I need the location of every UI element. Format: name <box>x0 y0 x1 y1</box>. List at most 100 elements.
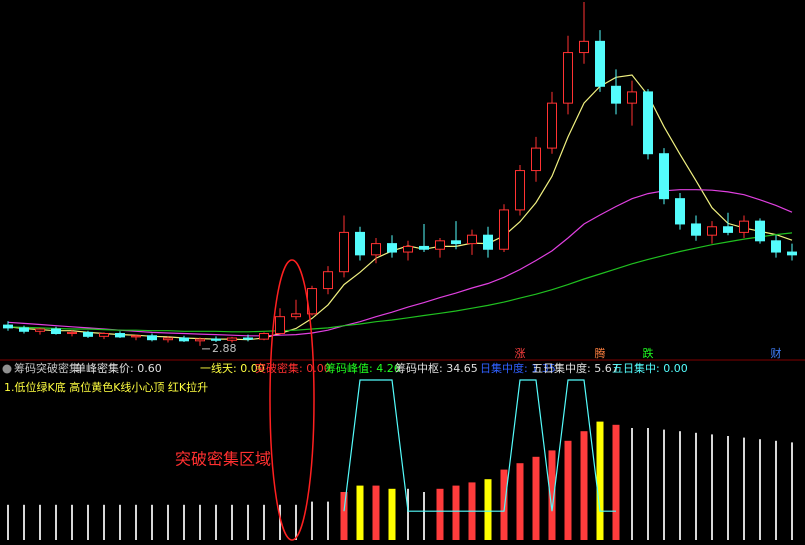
candle-body <box>83 331 93 337</box>
bar <box>295 504 297 540</box>
highlight-ellipse <box>269 259 315 541</box>
bar <box>356 485 364 540</box>
candle-body <box>435 240 445 250</box>
candle-body <box>483 234 493 250</box>
bar <box>372 485 380 540</box>
bar <box>247 504 249 540</box>
bar <box>279 504 281 540</box>
candle-body <box>179 337 189 342</box>
indicator-value: 筹码中枢: 34.65 <box>395 361 478 375</box>
candle-body <box>147 335 157 341</box>
bar <box>695 432 697 540</box>
signal-line <box>343 379 616 512</box>
candle-body <box>467 234 477 245</box>
bar <box>548 450 556 540</box>
candle-body <box>787 251 797 256</box>
bar <box>119 504 121 540</box>
bar <box>452 485 460 540</box>
bar <box>711 434 713 540</box>
candle-body <box>723 226 733 233</box>
candle-body <box>67 331 77 335</box>
candle-body <box>547 102 557 149</box>
bar <box>231 504 233 540</box>
bar <box>516 463 524 540</box>
signal-label: 跌 <box>643 346 654 360</box>
candle-body <box>451 240 461 245</box>
bar <box>727 436 729 540</box>
bar <box>183 504 185 540</box>
candle-body <box>499 209 509 250</box>
bar <box>612 424 620 540</box>
bar <box>7 504 9 540</box>
candle-body <box>35 328 45 332</box>
indicator-value: 一线天: 0.00 <box>200 361 265 375</box>
bar <box>407 488 409 540</box>
ma-line <box>7 189 793 337</box>
indicator-value: 突破密集: 0.00 <box>255 361 331 375</box>
candle-body <box>195 338 205 342</box>
bar <box>263 504 265 540</box>
annotation: 突破密集区域 <box>175 450 271 469</box>
candle-body <box>3 324 13 329</box>
candle-body <box>227 337 237 341</box>
candle-body <box>515 170 525 211</box>
candle-body <box>563 52 573 104</box>
candle-body <box>275 316 285 335</box>
bar <box>791 442 793 540</box>
bar <box>340 492 348 540</box>
signal-label: 腾 <box>595 346 606 360</box>
candle-body <box>739 220 749 233</box>
candle-body <box>611 85 621 104</box>
candle-body <box>403 245 413 253</box>
bar <box>135 504 137 540</box>
candle-body <box>387 243 397 253</box>
signal-label: 涨 <box>515 347 526 360</box>
bar <box>23 504 25 540</box>
bar <box>596 421 604 540</box>
indicator-value: 单峰密集价: 0.60 <box>75 361 162 375</box>
low-label: 2.88 <box>212 342 237 355</box>
indicator-note: 1.低位绿K底 高位黄色K线小心顶 红K拉升 <box>4 380 208 394</box>
indicator-value: 日集中度: 1.35 <box>480 361 556 375</box>
bar <box>87 504 89 540</box>
candle-body <box>259 333 269 340</box>
candle-body <box>323 271 333 290</box>
bar <box>423 492 425 540</box>
bar <box>663 429 665 540</box>
candle-body <box>243 337 253 340</box>
ma-line <box>7 232 793 333</box>
candle-body <box>115 333 125 338</box>
bar <box>647 428 649 540</box>
candle-body <box>675 198 685 225</box>
candle-body <box>291 313 301 318</box>
bar <box>484 479 492 540</box>
candle-body <box>691 223 701 236</box>
bar <box>679 431 681 540</box>
bar <box>759 439 761 540</box>
candle-body <box>419 245 429 250</box>
signal-label: 财 <box>771 346 782 360</box>
bar <box>55 504 57 540</box>
candle-body <box>19 327 29 332</box>
bar <box>167 504 169 540</box>
indicator-value: 五日集中度: 5.67 <box>532 361 619 375</box>
candle-body <box>627 91 637 104</box>
candle-body <box>755 220 765 242</box>
candle-body <box>211 338 221 341</box>
candle-body <box>131 335 141 338</box>
ma-line <box>7 74 793 341</box>
bar <box>775 440 777 540</box>
bar <box>743 437 745 540</box>
bar <box>388 488 396 540</box>
bar <box>151 504 153 540</box>
candle-body <box>531 147 541 172</box>
indicator-title: 筹码突破密集 <box>14 361 80 375</box>
candle-body <box>771 240 781 253</box>
candle-body <box>643 91 653 155</box>
candle-body <box>659 153 669 200</box>
candle-body <box>339 231 349 273</box>
indicator-value: 筹码峰值: 4.26 <box>325 361 401 375</box>
bar <box>215 504 217 540</box>
candle-body <box>595 40 605 87</box>
